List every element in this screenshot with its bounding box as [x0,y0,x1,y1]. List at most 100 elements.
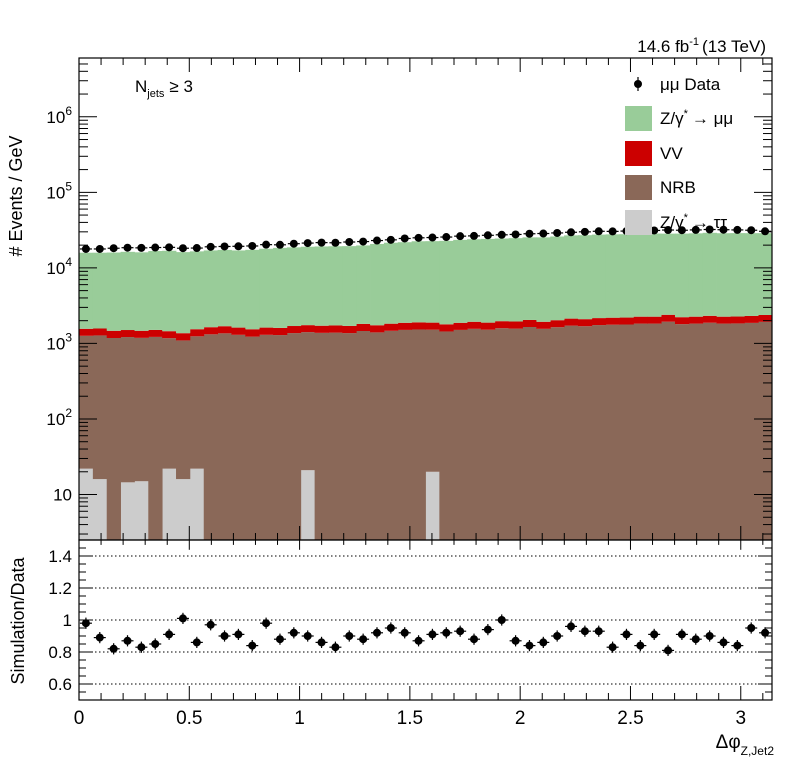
bar-zmm-25 [425,241,440,323]
data-point-45 [705,225,714,234]
bar-zmm-23 [397,242,413,323]
ratio-point-29 [483,625,492,634]
data-point-11 [234,242,243,251]
bar-zmm-43 [674,233,690,318]
bar-vv-31 [508,321,523,329]
ratio-point-40 [636,641,645,650]
bar-nrb-14 [273,335,288,540]
bar-nrb-4 [134,337,149,482]
bar-vv-5 [148,329,163,337]
bar-vv-34 [550,320,565,328]
ratio-point-26 [442,628,451,637]
ratio-point-44 [691,635,700,644]
bar-zmm-18 [328,246,343,326]
ratio-y-tick-label-4: 1.4 [48,547,72,566]
bar-ztt-1 [92,479,108,540]
ratio-point-10 [220,632,229,640]
data-point-47 [733,225,742,234]
ratio-point-3 [123,636,132,645]
bar-vv-1 [92,328,108,336]
bar-vv-26 [439,324,454,332]
bar-vv-32 [522,319,537,327]
bar-nrb-8 [189,336,205,469]
bar-nrb-13 [259,334,274,540]
data-point-0 [81,244,90,253]
bar-zmm-8 [189,251,205,330]
ratio-point-42 [664,646,673,655]
bar-nrb-25 [425,329,440,472]
bar-vv-36 [577,319,593,327]
bar-ztt-6 [162,468,177,540]
ratio-x-axis-ticks: 0 0.5 1 1.5 2 2.5 3 [74,540,764,729]
bar-vv-22 [383,323,399,331]
ratio-point-1 [95,633,104,642]
bar-zmm-3 [120,251,135,331]
data-point-33 [539,229,548,238]
bar-ztt-0 [79,468,94,540]
bar-nrb-29 [480,329,496,540]
bar-nrb-21 [370,332,385,540]
bar-zmm-31 [508,238,523,322]
bar-zmm-40 [633,233,648,317]
ratio-grid-lines [79,555,772,685]
ratio-point-39 [622,630,631,639]
legend-swatch-nrb [625,175,652,200]
bar-nrb-10 [217,333,232,540]
bar-vv-44 [688,316,704,324]
bar-zmm-7 [176,252,191,334]
bar-zmm-49 [758,233,773,315]
ratio-point-30 [497,616,506,624]
ratio-point-23 [400,628,409,637]
bar-zmm-38 [605,234,620,318]
ratio-point-5 [151,640,160,648]
bar-zmm-2 [106,252,121,331]
data-point-16 [303,239,312,248]
bar-nrb-16 [300,332,316,471]
bar-vv-46 [716,316,731,324]
ratio-point-14 [275,635,284,644]
bar-nrb-40 [633,323,648,540]
bar-vv-2 [106,330,121,338]
bar-vv-7 [176,333,191,341]
bar-vv-33 [536,321,551,329]
bar-nrb-47 [730,323,745,540]
bar-zmm-22 [383,242,399,324]
ratio-point-13 [262,619,271,628]
bar-vv-20 [356,323,371,332]
ratio-point-31 [511,636,520,645]
ratio-point-2 [109,644,118,653]
bar-nrb-17 [314,332,329,540]
bar-ztt-16 [300,470,316,540]
bar-zmm-28 [467,239,482,322]
ratio-point-15 [289,628,298,637]
bar-zmm-1 [92,252,108,329]
bar-vv-30 [494,321,510,329]
bar-vv-4 [134,330,149,338]
bar-nrb-41 [647,323,662,540]
bar-zmm-21 [370,243,385,326]
x-tick-label-4: 2 [515,708,526,729]
bar-zmm-14 [273,247,288,328]
bar-nrb-43 [674,324,690,540]
ratio-point-0 [81,619,90,628]
y-tick-label-5: 106 [46,104,72,127]
bar-zmm-17 [314,246,329,326]
ratio-point-24 [414,636,423,645]
y-tick-label-4: 105 [46,179,72,202]
data-point-46 [719,225,728,234]
bar-zmm-24 [411,241,426,323]
ratio-y-tick-label-1: 0.8 [48,643,72,662]
bar-nrb-35 [564,325,579,540]
bar-zmm-45 [702,232,717,316]
bar-nrb-19 [342,333,357,540]
bar-nrb-42 [661,321,676,540]
bar-nrb-46 [716,323,731,540]
bar-nrb-2 [106,337,121,540]
bar-vv-24 [411,322,426,330]
bar-nrb-6 [162,338,177,469]
bar-vv-37 [591,318,607,326]
ratio-point-8 [192,638,201,647]
bar-vv-16 [300,325,316,333]
bar-zmm-39 [619,234,634,318]
bar-nrb-1 [92,335,108,480]
